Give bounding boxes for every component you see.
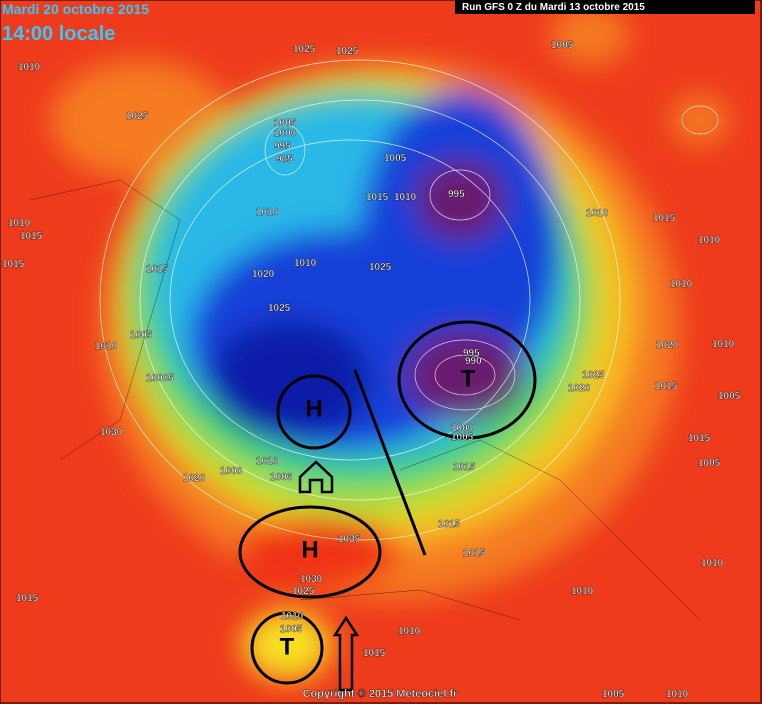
isobar-label: 1015 — [655, 381, 678, 392]
time: 14:00 locale — [2, 23, 115, 45]
isobar-label: 1010 — [398, 626, 421, 637]
isobars — [99, 59, 719, 541]
pressure-center: H — [301, 536, 318, 563]
isobar-label: 1005 — [718, 391, 741, 402]
isobar-label: 1000 — [451, 423, 474, 434]
isobar-label: 1025 — [582, 370, 605, 381]
isobar-label: 985 — [276, 154, 293, 165]
pressure-center: H — [305, 395, 322, 422]
isobar-label: 1015 — [20, 231, 43, 242]
isobar-label: 1020 — [568, 383, 591, 394]
isobar-label: 990 — [465, 356, 482, 367]
isobar-label: 1006 — [270, 472, 293, 483]
isobar-label: 10005 — [146, 373, 174, 384]
isobar-label: 1010 — [670, 279, 693, 290]
isobar-label: 1010 — [256, 456, 279, 467]
isobar-label: 1010 — [294, 258, 317, 269]
isobar-label: 1020 — [183, 473, 206, 484]
isobar-label: 1005 — [451, 432, 474, 443]
pressure-center: T — [280, 633, 295, 660]
isobar-label: 1010 — [701, 558, 724, 569]
isobar-label: 995 — [463, 348, 480, 359]
isobar-label: 995 — [274, 141, 291, 152]
isobar-label: 1025 — [126, 111, 149, 122]
isobar-label: 1005 — [274, 118, 297, 129]
run: Run GFS 0 Z du Mardi 13 octobre 2015 — [462, 2, 645, 13]
coastlines — [29, 179, 701, 621]
isobar-label: 1010 — [95, 341, 118, 352]
isobar-label: 1015 — [146, 264, 169, 275]
isobar-label: 1000 — [274, 128, 297, 139]
copyright: Copyright © 2015 Meteociel.fr — [303, 688, 459, 700]
isobar-label: 1010 — [281, 611, 304, 622]
pressure-center: T — [461, 365, 476, 392]
isobar-label: 1015 — [653, 213, 676, 224]
isobar-label: 1025 — [369, 262, 392, 273]
isobar-label: 1015 — [438, 519, 461, 530]
isobar-label: 1015 — [363, 648, 386, 659]
date: Mardi 20 octobre 2015 — [2, 1, 149, 17]
isobar-label: 995 — [448, 189, 465, 200]
isobar-label: 1010 — [698, 235, 721, 246]
pressure-centers: H H T T — [280, 365, 476, 660]
isobar-label: 1010 — [256, 207, 279, 218]
isobar-label: 1010 — [666, 689, 689, 700]
isobar-label: 1010 — [18, 62, 41, 73]
isobar-label: 1025 — [293, 44, 316, 55]
isobar-label: 1025 — [336, 46, 359, 57]
isobar-label: 1010 — [8, 218, 31, 229]
isobar-label: 1005 — [551, 40, 574, 51]
isobar-label: 1010 — [394, 192, 417, 203]
isobar-label: 1025 — [292, 586, 315, 597]
isobar-label: 1000 — [220, 466, 243, 477]
run-box — [455, 0, 755, 14]
isobar-label: 1005 — [602, 689, 625, 700]
isobar-label: 1010 — [712, 339, 735, 350]
isobar-label: 1005 — [384, 153, 407, 164]
isobar-label: 1015 — [463, 548, 486, 559]
isobar-label: 1025 — [268, 303, 291, 314]
isobar-label: 1015 — [688, 433, 711, 444]
isobar-label: 1010 — [586, 208, 609, 219]
isobar-label: 1015 — [16, 593, 39, 604]
isobar-label: 1030 — [300, 574, 323, 585]
isobar-label: 1015 — [366, 192, 389, 203]
isobar-label: 1020 — [252, 269, 275, 280]
isobar-label: 1035 — [338, 534, 361, 545]
isobar-label: 1020 — [656, 340, 679, 351]
isobar-label: 1005 — [698, 458, 721, 469]
isobar-label: 1015 — [2, 259, 25, 270]
isobar-label: 1010 — [571, 586, 594, 597]
isobar-label: 1005 — [280, 624, 303, 635]
pressure-field — [50, 5, 730, 680]
isobar-label: 1005 — [130, 330, 153, 341]
isobar-label: 1015 — [453, 462, 476, 473]
isobar-label: 1030 — [100, 427, 123, 438]
annotations — [238, 320, 537, 692]
